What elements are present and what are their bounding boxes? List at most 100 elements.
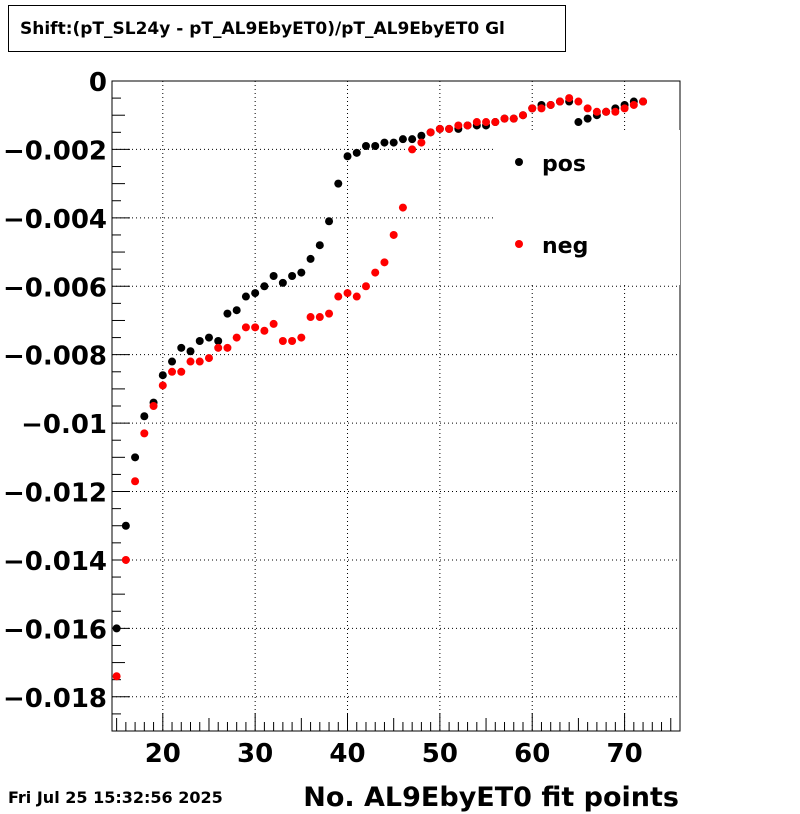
y-tick-label: −0.018: [3, 684, 107, 714]
data-point-pos: [417, 131, 426, 140]
y-tick-label: −0.014: [3, 547, 107, 577]
data-point-pos: [177, 343, 186, 352]
data-point-neg: [241, 323, 250, 332]
chart-title: Shift:(pT_SL24y - pT_AL9EbyET0)/pT_AL9Eb…: [20, 18, 505, 39]
data-point-pos: [343, 152, 352, 161]
data-point-neg: [620, 104, 629, 113]
x-tick-labels: 20 30 40 50 60 70: [145, 739, 643, 769]
data-point-neg: [380, 258, 389, 267]
data-point-neg: [472, 118, 481, 127]
x-tick-label: 20: [145, 739, 181, 769]
data-point-neg: [435, 124, 444, 133]
data-point-pos: [361, 142, 370, 150]
x-tick-label: 30: [237, 739, 273, 769]
data-point-neg: [214, 343, 223, 352]
data-point-pos: [398, 135, 407, 144]
data-point-pos: [288, 272, 297, 280]
data-point-pos: [315, 241, 324, 250]
data-point-neg: [269, 319, 278, 328]
data-point-pos: [214, 337, 223, 345]
data-point-pos: [325, 217, 334, 226]
legend-label-neg: neg: [542, 234, 588, 259]
data-point-neg: [389, 230, 398, 239]
x-tick-label: 40: [329, 739, 365, 769]
data-point-pos: [260, 282, 269, 291]
data-point-neg: [195, 357, 204, 366]
data-point-neg: [500, 114, 509, 123]
data-point-neg: [611, 107, 620, 116]
data-point-pos: [380, 138, 389, 147]
data-point-pos: [371, 142, 380, 150]
data-point-neg: [454, 121, 463, 130]
data-point-pos: [204, 333, 213, 342]
legend-background: [495, 130, 680, 285]
data-point-neg: [325, 309, 334, 318]
data-point-neg: [417, 138, 426, 147]
data-point-neg: [306, 313, 315, 322]
legend: pos neg: [495, 130, 680, 285]
legend-marker-neg: [515, 240, 523, 248]
data-point-pos: [574, 118, 583, 127]
data-point-neg: [131, 477, 140, 486]
data-point-neg: [602, 107, 611, 116]
data-point-neg: [149, 402, 158, 410]
data-point-neg: [112, 672, 121, 681]
data-point-neg: [297, 333, 306, 342]
data-point-pos: [195, 337, 204, 345]
data-point-pos: [158, 371, 167, 380]
data-point-pos: [297, 268, 306, 277]
data-point-pos: [112, 624, 121, 633]
y-tick-label: −0.012: [3, 479, 107, 509]
data-point-neg: [121, 555, 130, 564]
chart-title-box: Shift:(pT_SL24y - pT_AL9EbyET0)/pT_AL9Eb…: [8, 5, 566, 52]
data-point-neg: [426, 128, 435, 137]
data-point-neg: [361, 282, 370, 291]
data-point-neg: [158, 381, 167, 390]
data-point-neg: [140, 429, 149, 438]
legend-marker-pos: [515, 158, 523, 166]
data-point-pos: [168, 357, 177, 366]
data-point-neg: [491, 118, 500, 127]
data-point-neg: [177, 367, 186, 376]
data-point-neg: [629, 100, 638, 109]
data-point-neg: [537, 104, 546, 113]
data-point-pos: [306, 254, 315, 263]
data-point-pos: [186, 347, 195, 356]
data-point-neg: [343, 289, 352, 298]
data-point-neg: [371, 268, 380, 277]
y-tick-label: 0: [89, 68, 107, 98]
y-tick-label: −0.006: [3, 273, 107, 303]
data-point-pos: [140, 412, 149, 421]
data-point-neg: [583, 104, 592, 113]
data-point-pos: [131, 453, 140, 462]
timestamp: Fri Jul 25 15:32:56 2025: [8, 788, 223, 807]
data-point-neg: [186, 357, 195, 366]
data-point-neg: [223, 343, 232, 352]
y-tick-label: −0.01: [21, 410, 107, 440]
y-tick-label: −0.008: [3, 342, 107, 372]
data-point-neg: [232, 333, 241, 342]
data-point-pos: [223, 309, 232, 318]
data-point-pos: [251, 289, 260, 298]
data-point-neg: [398, 203, 407, 212]
x-tick-label: 50: [422, 739, 458, 769]
data-point-neg: [204, 354, 213, 363]
data-points: [112, 94, 648, 681]
data-point-neg: [463, 121, 472, 130]
data-point-pos: [408, 135, 417, 144]
data-point-neg: [168, 367, 177, 376]
data-point-pos: [278, 278, 287, 287]
data-point-neg: [334, 292, 343, 301]
data-point-neg: [555, 97, 564, 106]
data-point-pos: [121, 521, 130, 530]
y-tick-label: −0.016: [3, 615, 107, 645]
y-tick-label: −0.002: [3, 136, 107, 166]
x-axis-title: No. AL9EbyET0 fit points: [303, 782, 679, 813]
data-point-neg: [408, 145, 417, 154]
data-point-neg: [546, 100, 555, 109]
legend-label-pos: pos: [542, 152, 586, 177]
data-point-neg: [574, 97, 583, 106]
data-point-pos: [232, 306, 241, 315]
data-point-neg: [518, 111, 527, 120]
